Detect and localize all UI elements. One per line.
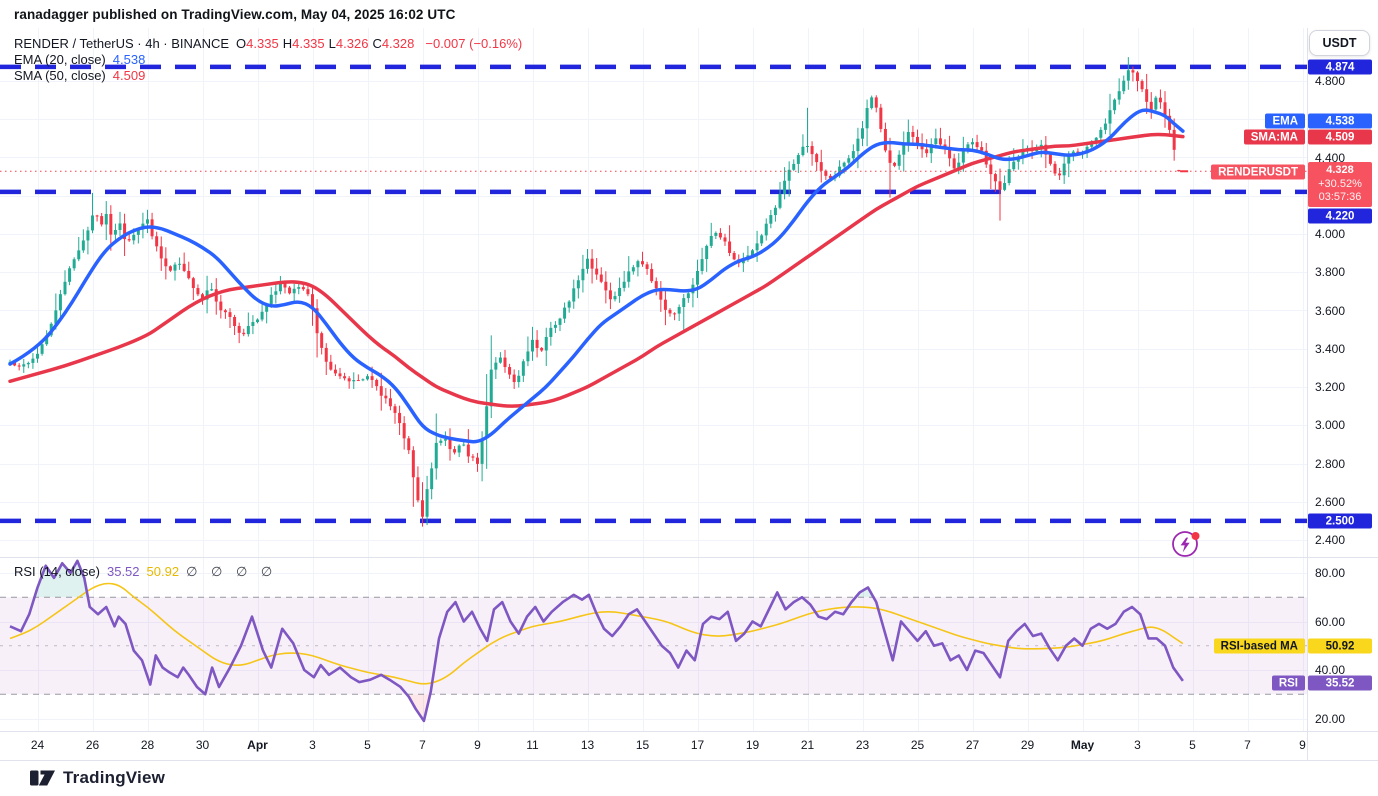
price-axis-tick[interactable]: 2.400 [1315, 533, 1346, 547]
sma-legend-label: SMA (50, close) [14, 68, 106, 83]
time-axis-label[interactable]: 30 [195, 738, 210, 752]
level-price-label: 4.874 [1308, 59, 1372, 75]
time-axis-label[interactable]: 26 [85, 738, 100, 752]
time-axis-label[interactable]: 11 [526, 738, 539, 752]
change-value: −0.007 (−0.16%) [425, 36, 523, 51]
time-axis-label[interactable]: 23 [855, 738, 870, 752]
price-axis-tick[interactable]: 2.800 [1315, 456, 1346, 471]
rsi-legend: RSI (14, close) 35.52 50.92 ∅ ∅ ∅ ∅ [14, 563, 278, 580]
sma-ma-value-label: 4.509 [1308, 129, 1372, 145]
price-axis-tick[interactable]: 4.400 [1315, 150, 1346, 165]
instant-trading-icon[interactable] [1170, 528, 1204, 562]
ohlc-item: L4.326 [328, 36, 369, 51]
lightning-bolt-icon [1180, 537, 1190, 553]
axis-tag-sma-ma: SMA:MA [1243, 129, 1305, 145]
sma-legend-value: 4.509 [112, 68, 146, 83]
ema-legend-label: EMA (20, close) [14, 52, 106, 67]
time-axis-label[interactable]: 9 [474, 738, 481, 752]
time-axis-label[interactable]: 21 [800, 738, 815, 752]
price-axis-tick[interactable]: 3.600 [1315, 303, 1346, 318]
rsi-axis-tick[interactable]: 40.00 [1315, 663, 1346, 677]
price-axis-tick[interactable]: 4.000 [1315, 227, 1346, 241]
symbol-legend: RENDER / TetherUS · 4h · BINANCE O4.335 H… [14, 36, 522, 51]
time-axis-label[interactable]: 25 [910, 738, 925, 752]
ohlc-values: O4.335 H4.335 L4.326 C4.328 [236, 36, 418, 51]
time-axis-label[interactable]: 19 [745, 738, 760, 752]
ohlc-item: O4.335 [236, 36, 279, 51]
time-axis-label[interactable]: 17 [690, 738, 705, 752]
time-axis-label[interactable]: 7 [1244, 738, 1251, 752]
tradingview-mark-icon [30, 770, 55, 786]
price-axis-tick[interactable]: 3.800 [1315, 265, 1346, 280]
axis-tag-ema: EMA [1265, 113, 1305, 129]
rsi-axis-tick[interactable]: 80.00 [1315, 566, 1346, 580]
time-axis-label[interactable]: May [1070, 738, 1095, 752]
sma-legend: SMA (50, close) 4.509 [14, 68, 145, 83]
time-axis-label[interactable]: Apr [247, 738, 268, 752]
time-axis-label[interactable]: 9 [1299, 738, 1306, 752]
time-axis-label[interactable]: 5 [364, 738, 371, 752]
attribution-text: ranadagger published on TradingView.com,… [14, 7, 456, 22]
price-axis-tick[interactable]: 3.200 [1315, 380, 1346, 394]
ema-legend-value: 4.538 [112, 52, 146, 67]
time-axis-label[interactable]: 15 [635, 738, 650, 752]
currency-toggle-button[interactable]: USDT [1309, 30, 1370, 56]
price-axis-tick[interactable]: 2.600 [1315, 494, 1346, 509]
price-axis-tick[interactable]: 3.000 [1315, 418, 1346, 433]
rsi-axis-tick[interactable]: 60.00 [1315, 614, 1346, 629]
notification-dot-icon [1191, 532, 1200, 540]
rsi-ma-legend-value: 50.92 [146, 564, 180, 579]
time-axis-label[interactable]: 29 [1020, 738, 1035, 752]
brand-name: TradingView [63, 768, 166, 787]
price-axis-tick[interactable]: 4.800 [1315, 74, 1346, 88]
rsi-value-label: 35.52 [1308, 675, 1372, 691]
time-axis-label[interactable]: 3 [309, 738, 316, 752]
rsi-legend-label: RSI (14, close) [14, 564, 100, 579]
rsi-legend-value: 35.52 [106, 564, 140, 579]
ema-value-label: 4.538 [1308, 113, 1372, 129]
ohlc-item: H4.335 [282, 36, 325, 51]
ohlc-item: C4.328 [372, 36, 415, 51]
symbol-title: RENDER / TetherUS · 4h · BINANCE [14, 36, 230, 51]
symbol-price-label: 4.328 +30.52% 03:57:36 [1308, 162, 1372, 207]
time-axis-label[interactable]: 5 [1189, 738, 1196, 752]
time-axis-label[interactable]: 13 [580, 738, 595, 752]
time-axis-label[interactable]: 3 [1134, 738, 1141, 752]
rsi-based-ma-value-label: 50.92 [1308, 638, 1372, 654]
time-axis-label[interactable]: 7 [419, 738, 426, 752]
time-axis-label[interactable]: 27 [965, 738, 980, 752]
ema-legend: EMA (20, close) 4.538 [14, 52, 145, 67]
rsi-axis-tick[interactable]: 20.00 [1315, 711, 1346, 726]
level-price-label: 4.220 [1308, 208, 1372, 224]
time-axis-label[interactable]: 28 [140, 738, 155, 752]
time-axis-label[interactable]: 24 [30, 738, 45, 752]
level-price-label: 2.500 [1308, 513, 1372, 529]
axis-tag-rsi: RSI [1271, 675, 1305, 691]
axis-tag-renderusdt: RENDERUSDT [1211, 164, 1305, 180]
axis-tag-rsi-based-ma: RSI-based MA [1213, 638, 1305, 654]
price-axis-tick[interactable]: 3.400 [1315, 341, 1346, 356]
tradingview-logo[interactable]: TradingView [30, 768, 165, 788]
rsi-legend-empty-params: ∅ ∅ ∅ ∅ [186, 563, 278, 579]
